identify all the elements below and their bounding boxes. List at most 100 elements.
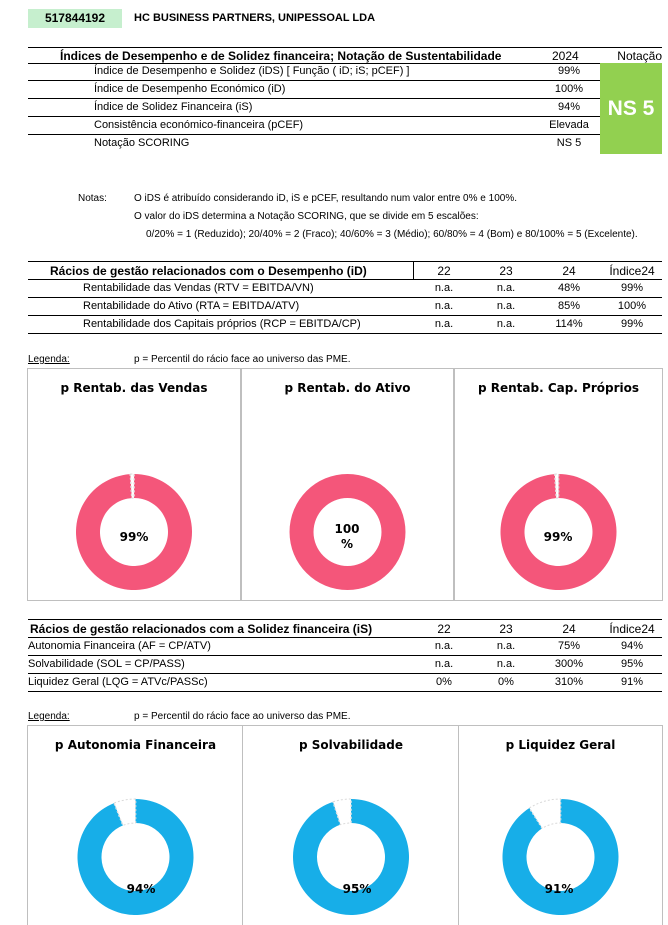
- legend-text: p = Percentil do rácio face ao universo …: [134, 354, 351, 365]
- cell: n.a.: [434, 300, 454, 312]
- column-header: 23: [499, 622, 513, 636]
- cell: n.a.: [434, 658, 454, 670]
- notes-label: Notas:: [78, 193, 107, 204]
- legend-label: Legenda:: [28, 711, 70, 722]
- donut-chart-panel: p Liquidez Geral 91%: [458, 725, 663, 925]
- table-row: Rentabilidade das Vendas (RTV = EBITDA/V…: [28, 280, 662, 298]
- row-label: Rentabilidade do Ativo (RTA = EBITDA/ATV…: [83, 300, 300, 312]
- summary-title: Índices de Desempenho e de Solidez finan…: [60, 49, 502, 63]
- chart-title: p Rentab. Cap. Próprios: [477, 381, 640, 395]
- donut-value-segment: [289, 474, 406, 590]
- summary-row: Índice de Desempenho Económico (iD) 100%: [28, 81, 600, 99]
- chart-value-label: 95%: [342, 882, 372, 896]
- column-header: 23: [499, 264, 513, 278]
- summary-row-label: Notação SCORING: [94, 137, 190, 149]
- notation-badge: NS 5: [600, 63, 662, 154]
- row-label: Liquidez Geral (LQG = ATVc/PASSc): [28, 676, 208, 688]
- cell: n.a.: [434, 282, 454, 294]
- cell: 94%: [620, 640, 644, 652]
- cell: 99%: [620, 282, 644, 294]
- summary-row-value: 100%: [554, 83, 584, 95]
- column-header: 24: [562, 622, 576, 636]
- summary-notation-header: Notação: [617, 49, 662, 63]
- summary-row-value: NS 5: [556, 137, 582, 149]
- donut-chart-panel: p Rentab. das Vendas 99%: [27, 368, 241, 601]
- donut-chart: [76, 473, 192, 590]
- donut-remainder-outline: [129, 473, 135, 499]
- notes-line: 0/20% = 1 (Reduzido); 20/40% = 2 (Fraco)…: [146, 229, 638, 240]
- column-divider: [413, 262, 414, 279]
- table-row: Solvabilidade (SOL = CP/PASS) n.a. n.a. …: [28, 656, 662, 674]
- donut-chart: [293, 798, 409, 915]
- summary-row: Índice de Desempenho e Solidez (iDS) [ F…: [28, 63, 600, 81]
- donut-chart-panel: p Rentab. do Ativo 100 %: [241, 368, 454, 601]
- table-row: Liquidez Geral (LQG = ATVc/PASSc) 0% 0% …: [28, 674, 662, 692]
- donut-value-segment: [502, 799, 619, 915]
- row-label: Rentabilidade dos Capitais próprios (RCP…: [83, 318, 361, 330]
- cell: 91%: [620, 676, 644, 688]
- donut-chart-panel: p Solvabilidade 95%: [242, 725, 460, 925]
- column-header: Índice24: [609, 622, 655, 636]
- donut-chart: [500, 473, 617, 590]
- cell: 0%: [498, 676, 514, 688]
- table-row: Rentabilidade dos Capitais próprios (RCP…: [28, 316, 662, 334]
- cell: n.a.: [434, 640, 454, 652]
- donut-chart-panel: p Autonomia Financeira 94%: [27, 725, 244, 925]
- summary-row-label: Índice de Solidez Financeira (iS): [94, 101, 253, 113]
- cell: 85%: [557, 300, 581, 312]
- donut-remainder-segment: [332, 798, 352, 826]
- cell: 0%: [436, 676, 452, 688]
- legend-text: p = Percentil do rácio face ao universo …: [134, 711, 351, 722]
- column-header: 22: [437, 264, 451, 278]
- column-header: 24: [562, 264, 576, 278]
- cell: 99%: [620, 318, 644, 330]
- summary-row-value: 94%: [557, 101, 581, 113]
- solidity-table-title: Rácios de gestão relacionados com a Soli…: [30, 622, 373, 636]
- donut-value-segment: [77, 799, 194, 915]
- cell: n.a.: [496, 282, 516, 294]
- notes-line: O valor do iDS determina a Notação SCORI…: [134, 211, 479, 222]
- donut-remainder-outline: [113, 798, 136, 827]
- donut-value-segment: [293, 799, 409, 915]
- donut-value-segment: [500, 474, 617, 590]
- performance-table-title: Rácios de gestão relacionados com o Dese…: [50, 264, 367, 278]
- solidity-table-header: Rácios de gestão relacionados com a Soli…: [28, 619, 662, 638]
- summary-row-label: Índice de Desempenho e Solidez (iDS) [ F…: [94, 65, 410, 77]
- performance-table-header: Rácios de gestão relacionados com o Dese…: [28, 261, 662, 280]
- summary-year: 2024: [552, 49, 579, 63]
- summary-row: Índice de Solidez Financeira (iS) 94%: [28, 99, 600, 117]
- row-label: Solvabilidade (SOL = CP/PASS): [28, 658, 185, 670]
- row-label: Autonomia Financeira (AF = CP/ATV): [28, 640, 211, 652]
- cell: n.a.: [496, 300, 516, 312]
- cell: n.a.: [496, 658, 516, 670]
- donut-remainder-outline: [554, 473, 559, 499]
- summary-row: Consistência económico-financeira (pCEF)…: [28, 117, 600, 135]
- cell: 95%: [620, 658, 644, 670]
- company-nif: 517844192: [28, 9, 122, 28]
- cell: 300%: [554, 658, 584, 670]
- chart-value-label: 99%: [119, 530, 149, 544]
- chart-title: p Liquidez Geral: [505, 738, 616, 752]
- company-name: HC BUSINESS PARTNERS, UNIPESSOAL LDA: [134, 12, 376, 24]
- table-row: Autonomia Financeira (AF = CP/ATV) n.a. …: [28, 638, 662, 656]
- chart-value-label: 91%: [544, 882, 574, 896]
- summary-row-label: Índice de Desempenho Económico (iD): [94, 83, 286, 95]
- notes-line: O iDS é atribuído considerando iD, iS e …: [134, 193, 517, 204]
- chart-value-label: 100 %: [334, 522, 360, 551]
- cell: n.a.: [496, 318, 516, 330]
- column-header: Índice24: [609, 264, 655, 278]
- summary-row-value: Elevada: [549, 119, 589, 131]
- legend-label: Legenda:: [28, 354, 70, 365]
- donut-chart: [289, 474, 406, 590]
- chart-value-label: 99%: [543, 530, 573, 544]
- donut-chart: [502, 798, 619, 915]
- chart-title: p Rentab. das Vendas: [60, 381, 208, 395]
- legend-label-text: Legenda:: [28, 354, 70, 365]
- chart-title: p Solvabilidade: [298, 738, 404, 752]
- donut-chart: [77, 798, 194, 915]
- summary-row-label: Consistência económico-financeira (pCEF): [94, 119, 304, 131]
- cell: 114%: [555, 318, 583, 330]
- chart-title: p Rentab. do Ativo: [284, 381, 411, 395]
- cell: 48%: [557, 282, 581, 294]
- cell: 310%: [554, 676, 584, 688]
